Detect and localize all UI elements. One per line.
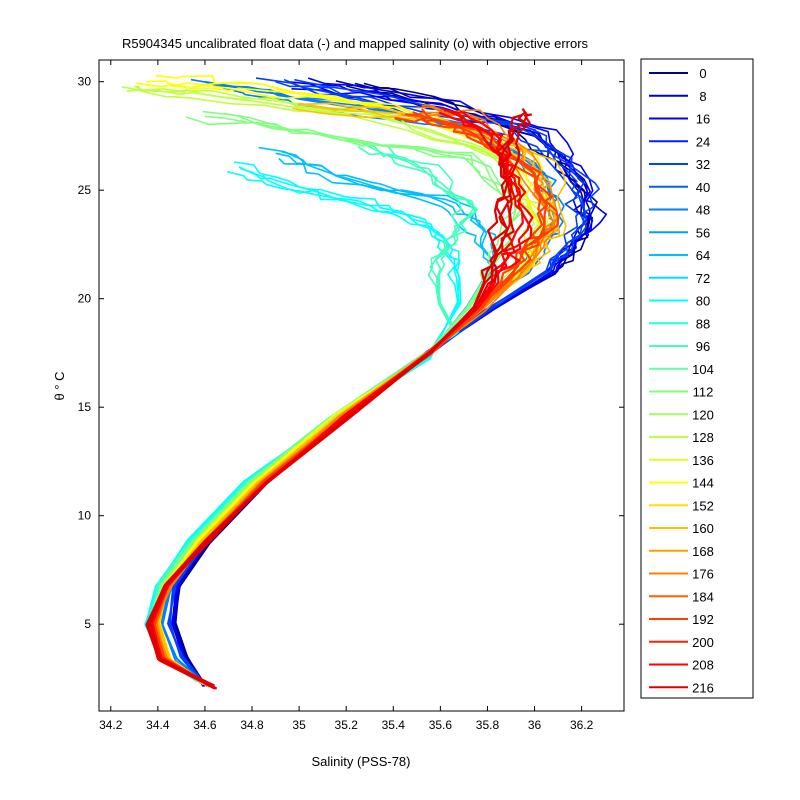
legend-item-88: 88 [649,316,710,331]
legend-label: 128 [692,430,714,445]
legend-item-176: 176 [649,567,714,582]
legend-item-160: 160 [649,521,714,536]
legend: 0 8 16 24 32 40 48 56 64 72 80 88 96 104 112 120 128 136 1… [640,58,754,699]
x-tick-label: 35.8 [476,718,500,732]
legend-item-152: 152 [649,498,714,513]
legend-item-128: 128 [649,430,714,445]
chart-title: R5904345 uncalibrated float data (-) and… [122,36,589,51]
legend-item-104: 104 [649,362,714,377]
x-tick-label: 34.6 [193,718,217,732]
legend-item-208: 208 [649,658,714,673]
y-tick-label: 5 [84,617,91,631]
x-tick-label: 34.2 [99,718,123,732]
profile-group-144 [135,74,557,684]
x-tick-label: 34.4 [146,718,170,732]
legend-label: 104 [692,362,714,377]
profile-line [145,113,523,690]
legend-label: 168 [692,544,714,559]
x-axis: 34.2 34.4 34.6 34.8 35 35.2 35.4 35.6 35.8 36 36.2 [99,60,594,732]
legend-label: 64 [696,248,710,263]
x-tick-label: 34.8 [240,718,264,732]
x-tick-label: 36 [528,718,542,732]
x-tick-label: 36.2 [570,718,594,732]
legend-item-8: 8 [649,89,707,104]
legend-item-216: 216 [649,680,714,695]
y-tick-label: 10 [78,509,92,523]
legend-item-48: 48 [649,203,710,218]
y-tick-label: 30 [78,75,92,89]
y-axis: 5 10 15 20 25 30 [78,75,624,631]
legend-label: 192 [692,612,714,627]
legend-item-64: 64 [649,248,710,263]
legend-label: 56 [696,225,710,240]
legend-label: 0 [699,66,706,81]
legend-label: 88 [696,316,710,331]
y-tick-label: 25 [78,183,92,197]
profile-line [146,139,462,681]
profile-line [148,116,516,681]
legend-label: 144 [692,476,714,491]
series-layer [121,74,608,690]
legend-item-72: 72 [649,271,710,286]
profile-group-216 [145,107,532,690]
legend-item-168: 168 [649,544,714,559]
legend-label: 136 [692,453,714,468]
legend-item-112: 112 [649,385,713,400]
legend-label: 160 [692,521,714,536]
legend-item-16: 16 [649,112,710,127]
legend-item-192: 192 [649,612,714,627]
x-tick-label: 35.4 [382,718,406,732]
y-tick-label: 15 [78,400,92,414]
legend-label: 16 [696,112,710,127]
profile-line [144,166,461,681]
x-tick-label: 35 [292,718,306,732]
x-tick-label: 35.2 [335,718,359,732]
x-tick-label: 35.6 [429,718,453,732]
legend-item-96: 96 [649,339,710,354]
legend-box [640,58,754,699]
legend-label: 200 [692,635,714,650]
legend-item-24: 24 [649,134,710,149]
legend-item-56: 56 [649,225,710,240]
legend-item-120: 120 [649,407,714,422]
y-tick-label: 20 [78,292,92,306]
legend-label: 152 [692,498,714,513]
legend-item-184: 184 [649,589,714,604]
legend-label: 208 [692,658,714,673]
plot-frame [98,59,625,712]
x-axis-label: Salinity (PSS-78) [312,754,411,769]
legend-label: 48 [696,203,710,218]
legend-label: 96 [696,339,710,354]
profile-line [149,107,529,690]
legend-item-144: 144 [649,476,714,491]
legend-item-80: 80 [649,294,710,309]
y-axis-label: θ ° C [52,371,67,400]
legend-label: 24 [696,134,710,149]
legend-label: 40 [696,180,710,195]
legend-label: 216 [692,680,714,695]
legend-label: 72 [696,271,710,286]
legend-label: 112 [693,385,714,400]
legend-label: 120 [692,407,714,422]
legend-label: 184 [692,589,714,604]
legend-label: 8 [699,89,706,104]
legend-item-0: 0 [649,66,707,81]
legend-item-32: 32 [649,157,710,172]
legend-item-40: 40 [649,180,710,195]
legend-label: 80 [696,294,710,309]
legend-label: 32 [696,157,710,172]
legend-label: 176 [692,567,714,582]
legend-item-136: 136 [649,453,714,468]
legend-item-200: 200 [649,635,714,650]
